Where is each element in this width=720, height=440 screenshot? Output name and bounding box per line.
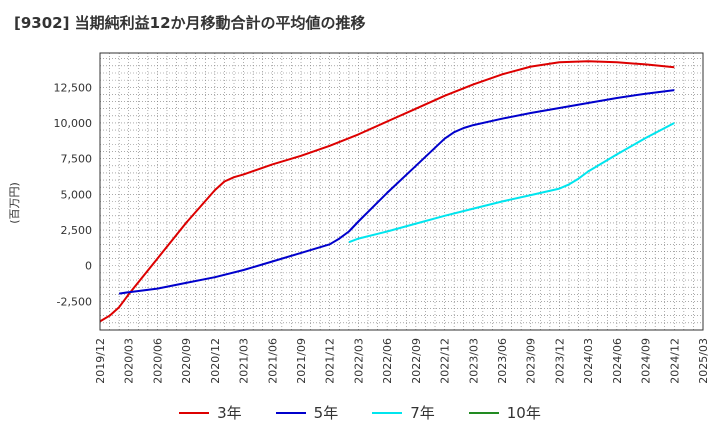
x-tick-label: 2022/09 — [410, 338, 423, 384]
x-tick-label: 2023/03 — [467, 338, 480, 384]
y-tick-label: -2,500 — [57, 295, 92, 308]
x-tick-label: 2023/06 — [496, 338, 509, 384]
x-tick-label: 2022/12 — [439, 338, 452, 384]
x-tick-label: 2022/06 — [381, 338, 394, 384]
x-tick-label: 2020/06 — [151, 338, 164, 384]
legend-item: 5年 — [275, 402, 339, 423]
y-tick-label: 10,000 — [54, 117, 93, 130]
x-tick-label: 2023/09 — [525, 338, 538, 384]
legend-label: 10年 — [506, 404, 541, 422]
legend: 3年 5年 7年 10年 — [0, 402, 720, 423]
legend-swatch — [275, 411, 306, 414]
x-tick-label: 2024/06 — [611, 338, 624, 384]
legend-label: 3年 — [217, 404, 242, 422]
plot-frame — [99, 52, 704, 331]
legend-swatch — [179, 411, 210, 414]
x-tick-label: 2019/12 — [94, 338, 107, 384]
x-tick-label: 2023/12 — [553, 338, 566, 384]
y-tick-labels: -2,500 0 2,500 5,000 7,500 10,000 12,500 — [54, 81, 93, 308]
y-tick-label: 12,500 — [54, 81, 93, 94]
legend-label: 5年 — [313, 404, 339, 422]
y-tick-label: 7,500 — [61, 153, 93, 166]
legend-swatch — [468, 411, 499, 414]
legend-item: 7年 — [372, 402, 435, 423]
series-line-7年 — [348, 122, 675, 244]
x-tick-label: 2020/12 — [209, 338, 222, 384]
chart-title: [9302] 当期純利益12か月移動合計の平均値の推移 — [14, 14, 366, 32]
x-tick-label: 2024/09 — [640, 338, 653, 384]
x-tick-label: 2022/03 — [352, 338, 365, 384]
x-tick-label: 2024/12 — [668, 338, 681, 384]
legend-item: 3年 — [179, 402, 242, 423]
x-tick-label: 2021/09 — [295, 338, 308, 384]
series-line-5年 — [118, 89, 675, 295]
series-line-3年 — [99, 60, 675, 323]
x-tick-label: 2020/03 — [123, 338, 136, 384]
series-lines — [99, 60, 675, 323]
x-tick-label: 2021/03 — [238, 338, 251, 384]
legend-item: 10年 — [468, 402, 541, 423]
y-tick-label: 5,000 — [61, 188, 93, 201]
legend-label: 7年 — [410, 404, 435, 422]
x-tick-label: 2024/03 — [582, 338, 595, 384]
x-tick-label: 2020/09 — [180, 338, 193, 384]
x-tick-label: 2021/06 — [266, 338, 279, 384]
x-tick-label: 2021/12 — [324, 338, 337, 384]
x-tick-label: 2025/03 — [697, 338, 710, 384]
x-tick-labels: 2019/12 2020/03 2020/06 2020/09 2020/12 2021/… — [94, 338, 710, 384]
y-tick-label: 0 — [85, 260, 92, 273]
y-tick-label: 2,500 — [61, 224, 93, 237]
grid-lines — [100, 53, 703, 331]
line-chart: -2,500 0 2,500 5,000 7,500 10,000 12,500 2019/… — [54, 52, 710, 384]
legend-swatch — [372, 411, 403, 414]
